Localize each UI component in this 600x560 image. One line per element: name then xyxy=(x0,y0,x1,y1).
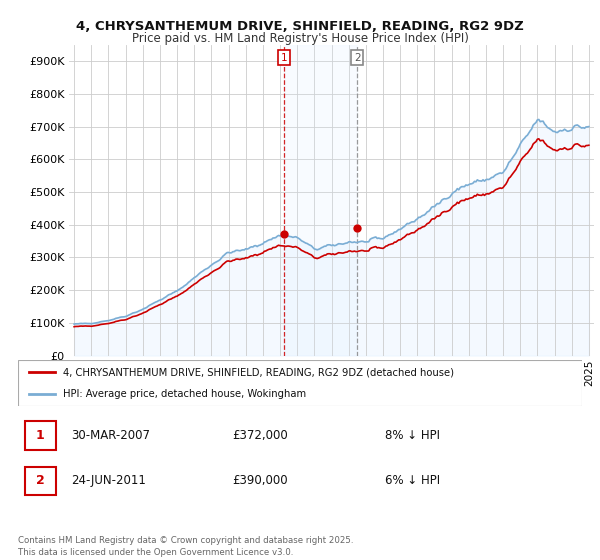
Text: 6% ↓ HPI: 6% ↓ HPI xyxy=(385,474,440,487)
Text: 1: 1 xyxy=(281,53,287,63)
Text: Price paid vs. HM Land Registry's House Price Index (HPI): Price paid vs. HM Land Registry's House … xyxy=(131,32,469,45)
Text: 2: 2 xyxy=(36,474,44,487)
Text: 4, CHRYSANTHEMUM DRIVE, SHINFIELD, READING, RG2 9DZ: 4, CHRYSANTHEMUM DRIVE, SHINFIELD, READI… xyxy=(76,20,524,32)
Text: Contains HM Land Registry data © Crown copyright and database right 2025.
This d: Contains HM Land Registry data © Crown c… xyxy=(18,536,353,557)
Text: 30-MAR-2007: 30-MAR-2007 xyxy=(71,429,151,442)
Text: £372,000: £372,000 xyxy=(232,429,288,442)
Text: 8% ↓ HPI: 8% ↓ HPI xyxy=(385,429,440,442)
Bar xyxy=(284,45,357,356)
Text: 1: 1 xyxy=(36,429,44,442)
Text: 2: 2 xyxy=(354,53,361,63)
Bar xyxy=(25,421,56,450)
Bar xyxy=(25,466,56,495)
Text: 4, CHRYSANTHEMUM DRIVE, SHINFIELD, READING, RG2 9DZ (detached house): 4, CHRYSANTHEMUM DRIVE, SHINFIELD, READI… xyxy=(63,367,454,377)
Text: HPI: Average price, detached house, Wokingham: HPI: Average price, detached house, Woki… xyxy=(63,389,306,399)
Text: £390,000: £390,000 xyxy=(232,474,288,487)
Text: 24-JUN-2011: 24-JUN-2011 xyxy=(71,474,146,487)
